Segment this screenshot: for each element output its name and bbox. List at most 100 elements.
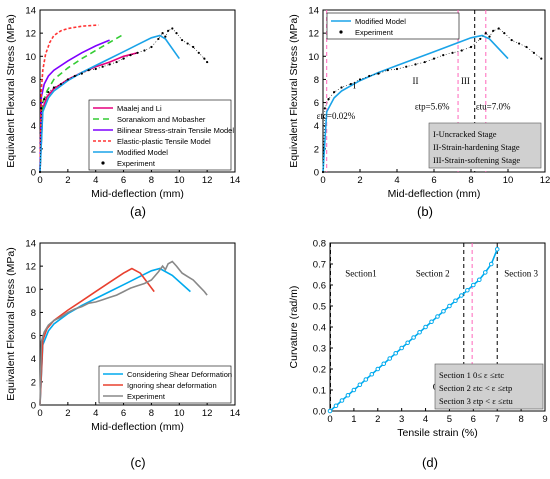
data-point [80, 72, 83, 75]
box-line: Section 2 εtc < ε ≤εtp [439, 383, 512, 393]
data-point [327, 98, 330, 101]
annotation-stage-i: I [353, 81, 356, 91]
x-tick-label: 4 [93, 175, 98, 186]
panel-c: 0 2 4 6 8 10 12 14 0 2 4 6 8 10 12 14 Mid-deflection (mm… [5, 239, 240, 434]
box-line: Section 3 εtp < ε ≤εtu [439, 396, 514, 406]
annotation-eps-tp: εtp=5.6% [415, 102, 450, 112]
x-tick-label: 12 [540, 175, 550, 186]
x-tick-label: 0 [37, 175, 42, 186]
x-tick-label: 8 [518, 414, 523, 425]
y-tick-label: 10 [25, 285, 36, 296]
y-tick-label: 12 [308, 29, 319, 40]
legend-label: Soranakom and Mobasher [117, 115, 206, 124]
x-tick-label: 2 [65, 175, 70, 186]
x-tick-label: 10 [174, 408, 185, 419]
data-point [345, 392, 351, 398]
data-point [363, 377, 369, 382]
annotation-section3: Section 3 [504, 269, 538, 279]
legend-label: Modified Model [117, 148, 168, 157]
box-bg [434, 363, 544, 410]
y-tick-label: 2 [31, 377, 36, 388]
data-point [369, 371, 375, 377]
data-point [423, 324, 428, 330]
x-tick-label: 4 [93, 408, 98, 419]
legend-swatch [339, 30, 343, 34]
y-tick-label: 4 [31, 354, 36, 365]
data-point [94, 67, 97, 71]
x-tick-label: 10 [503, 175, 514, 186]
x-tick-label: 6 [471, 414, 476, 425]
data-point [510, 38, 513, 42]
data-point [381, 361, 387, 367]
x-tick-label: 4 [423, 414, 428, 425]
x-axis-label: Mid-deflection (mm) [388, 188, 481, 200]
y-tick-label: 0 [31, 168, 36, 179]
y-tick-label: 2 [314, 144, 319, 155]
data-point [429, 319, 434, 325]
y-axis-label: Equivalent Flexural Stress (MPa) [288, 14, 300, 167]
y-tick-label: 0.6 [313, 281, 326, 292]
y-tick-label: 10 [25, 52, 36, 63]
y-tick-label: 8 [314, 75, 319, 86]
legend: Maalej and Li Soranakom and Mobasher Bilin… [88, 99, 234, 171]
y-tick-label: 0.2 [313, 365, 326, 376]
x-tick-label: 2 [357, 175, 362, 186]
y-tick-label: 0.4 [313, 323, 326, 334]
data-point [136, 51, 139, 54]
y-tick-label: 0.5 [313, 302, 326, 313]
y-tick-label: 0 [31, 401, 36, 412]
data-point [339, 398, 345, 403]
data-point [349, 82, 352, 86]
x-tick-label: 9 [542, 414, 547, 425]
panel-label-a: (a) [130, 204, 146, 219]
x-tick-label: 0 [320, 175, 325, 186]
legend: Considering Shear Deformation Ignoring sh… [98, 365, 232, 404]
panel-label-b: (b) [417, 204, 433, 219]
panel-label-d: (d) [422, 455, 438, 470]
x-tick-label: 7 [495, 414, 500, 425]
y-tick-label: 4 [31, 121, 36, 132]
data-point [327, 408, 333, 414]
legend-box [326, 12, 460, 40]
x-tick-label: 4 [394, 175, 399, 186]
x-tick-label: 0 [37, 408, 42, 419]
y-tick-label: 8 [31, 308, 36, 319]
x-tick-label: 8 [468, 175, 473, 186]
x-tick-label: 0 [327, 414, 332, 425]
series-line [39, 34, 180, 173]
data-point [414, 63, 417, 66]
x-tick-label: 2 [375, 414, 380, 425]
y-tick-label: 4 [314, 121, 319, 132]
y-tick-label: 0.0 [313, 407, 326, 418]
y-axis-label: Equivalent Flexural Stress (MPa) [5, 247, 17, 400]
data-point [186, 42, 189, 45]
y-tick-label: 14 [25, 6, 36, 17]
y-tick-label: 6 [31, 98, 36, 109]
data-point [377, 72, 380, 75]
data-point [441, 308, 446, 314]
data-point [167, 29, 170, 32]
annotation-stage-iii: III [461, 76, 470, 86]
y-tick-label: 14 [308, 6, 319, 17]
y-tick-label: 14 [25, 239, 36, 250]
stage-box: I-Uncracked Stage II-Strain-hardening Sta… [428, 122, 542, 169]
data-point [460, 49, 463, 52]
data-point [143, 49, 146, 52]
x-tick-label: 14 [230, 175, 241, 186]
y-tick-label: 2 [31, 144, 36, 155]
x-tick-label: 10 [174, 175, 185, 186]
y-tick-label: 6 [31, 331, 36, 342]
legend-label: Modified Model [355, 17, 406, 26]
legend: Modified Model Experiment [326, 12, 460, 40]
section-box: Section 1 0≤ ε ≤εtc Section 2 εtc < ε ≤εt… [434, 363, 544, 410]
data-point [432, 57, 436, 60]
panel-b: 0 2 4 6 8 10 12 0 2 4 6 8 10 12 14 Mid-deflection (mm) E… [288, 6, 550, 201]
y-tick-label: 0.8 [313, 239, 326, 250]
x-tick-label: 6 [431, 175, 436, 186]
data-point [399, 345, 404, 351]
data-point [465, 287, 470, 293]
legend-label: Experiment [127, 392, 166, 401]
data-point [122, 57, 125, 60]
y-tick-label: 8 [31, 75, 36, 86]
